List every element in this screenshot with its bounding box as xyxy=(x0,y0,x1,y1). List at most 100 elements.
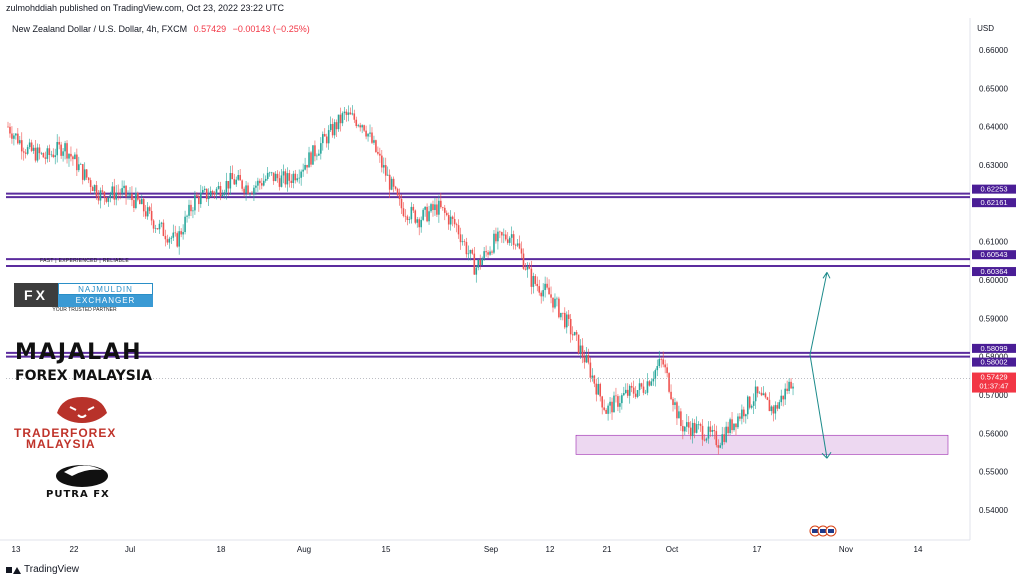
candle-body xyxy=(412,206,415,211)
last-price-label: 0.57429 xyxy=(980,373,1007,382)
candle-body xyxy=(687,422,690,428)
candle-body xyxy=(491,251,493,253)
level-price-tag xyxy=(972,343,1016,353)
candle-body xyxy=(113,186,116,200)
candle-body xyxy=(731,419,733,431)
candle-body xyxy=(404,215,407,217)
candle-body xyxy=(148,207,151,211)
candle-body xyxy=(660,359,663,360)
candle-body xyxy=(605,409,607,414)
candle-body xyxy=(349,112,352,115)
candle-body xyxy=(381,155,383,168)
candle-body xyxy=(231,173,234,180)
candle-body xyxy=(709,426,712,432)
candle-body xyxy=(410,206,413,220)
candle-body xyxy=(316,155,318,157)
candle-body xyxy=(756,386,759,394)
candle-body xyxy=(62,151,64,156)
candle-body xyxy=(371,132,373,143)
brand-name: TradingView xyxy=(24,564,80,575)
candle-body xyxy=(666,367,668,374)
candle-body xyxy=(363,125,365,131)
candle-body xyxy=(20,140,23,152)
candle-body xyxy=(790,381,792,389)
candle-body xyxy=(320,143,322,154)
candle-body xyxy=(24,152,27,154)
candle-body xyxy=(131,193,133,201)
candle-body xyxy=(235,179,238,185)
candle-body xyxy=(603,407,605,410)
candle-body xyxy=(552,297,554,308)
candle-body xyxy=(613,395,615,413)
candle-body xyxy=(188,204,190,216)
candle-body xyxy=(322,134,324,144)
candle-body xyxy=(99,190,102,201)
candle-body xyxy=(711,430,714,432)
candle-body xyxy=(748,396,751,408)
candle-body xyxy=(52,154,55,158)
candle-body xyxy=(15,133,17,136)
candle-body xyxy=(111,186,114,195)
candle-body xyxy=(648,381,651,386)
candle-body xyxy=(30,142,33,151)
candle-body xyxy=(512,234,515,245)
candle-body xyxy=(440,200,442,208)
candle-body xyxy=(341,113,344,124)
candle-body xyxy=(40,153,43,154)
candle-body xyxy=(388,174,391,190)
candle-body xyxy=(595,383,598,395)
candle-body xyxy=(178,231,180,247)
candle-body xyxy=(644,392,647,394)
candle-body xyxy=(274,173,277,182)
candle-body xyxy=(156,228,159,230)
candle-body xyxy=(70,153,72,157)
candle-body xyxy=(707,426,710,439)
candle-body xyxy=(585,355,588,363)
candle-body xyxy=(473,253,476,275)
candle-body xyxy=(548,287,550,295)
candle-body xyxy=(11,133,13,139)
candle-body xyxy=(78,164,80,171)
candle-body xyxy=(540,292,542,297)
candle-body xyxy=(752,401,755,406)
candle-body xyxy=(546,283,548,288)
candle-body xyxy=(762,393,765,396)
candle-body xyxy=(278,178,281,187)
candle-body xyxy=(516,243,519,246)
candle-body xyxy=(337,114,340,130)
candle-body xyxy=(483,251,485,259)
candle-body xyxy=(601,396,603,408)
candle-body xyxy=(465,241,468,255)
candle-body xyxy=(680,411,682,427)
candle-body xyxy=(38,147,41,154)
candle-body xyxy=(599,383,602,397)
candle-body xyxy=(139,199,141,205)
candle-body xyxy=(485,251,487,253)
candle-body xyxy=(302,169,304,172)
x-tick-label: Nov xyxy=(839,545,853,554)
candle-body xyxy=(68,153,70,159)
candle-body xyxy=(642,386,645,393)
symbol-line: New Zealand Dollar / U.S. Dollar, 4h, FX… xyxy=(12,24,310,34)
fx-mark: FX xyxy=(14,283,58,307)
candle-body xyxy=(137,193,139,200)
candle-body xyxy=(778,402,781,409)
candle-body xyxy=(479,259,481,266)
candle-body xyxy=(209,191,212,197)
candle-body xyxy=(174,232,177,234)
projection-up-arrow xyxy=(809,272,828,355)
tradingview-brand[interactable]: TradingView xyxy=(6,564,79,575)
candle-body xyxy=(347,112,350,115)
candle-body xyxy=(615,395,617,397)
candle-body xyxy=(168,238,171,243)
candle-body xyxy=(365,130,367,137)
candle-body xyxy=(146,207,149,217)
symbol-name: New Zealand Dollar / U.S. Dollar, 4h, FX… xyxy=(12,24,188,34)
candle-body xyxy=(79,164,82,165)
candle-body xyxy=(721,434,724,446)
level-price-label: 0.60543 xyxy=(980,250,1007,259)
candle-body xyxy=(674,402,676,405)
candle-body xyxy=(221,194,224,197)
candle-body xyxy=(514,244,517,246)
